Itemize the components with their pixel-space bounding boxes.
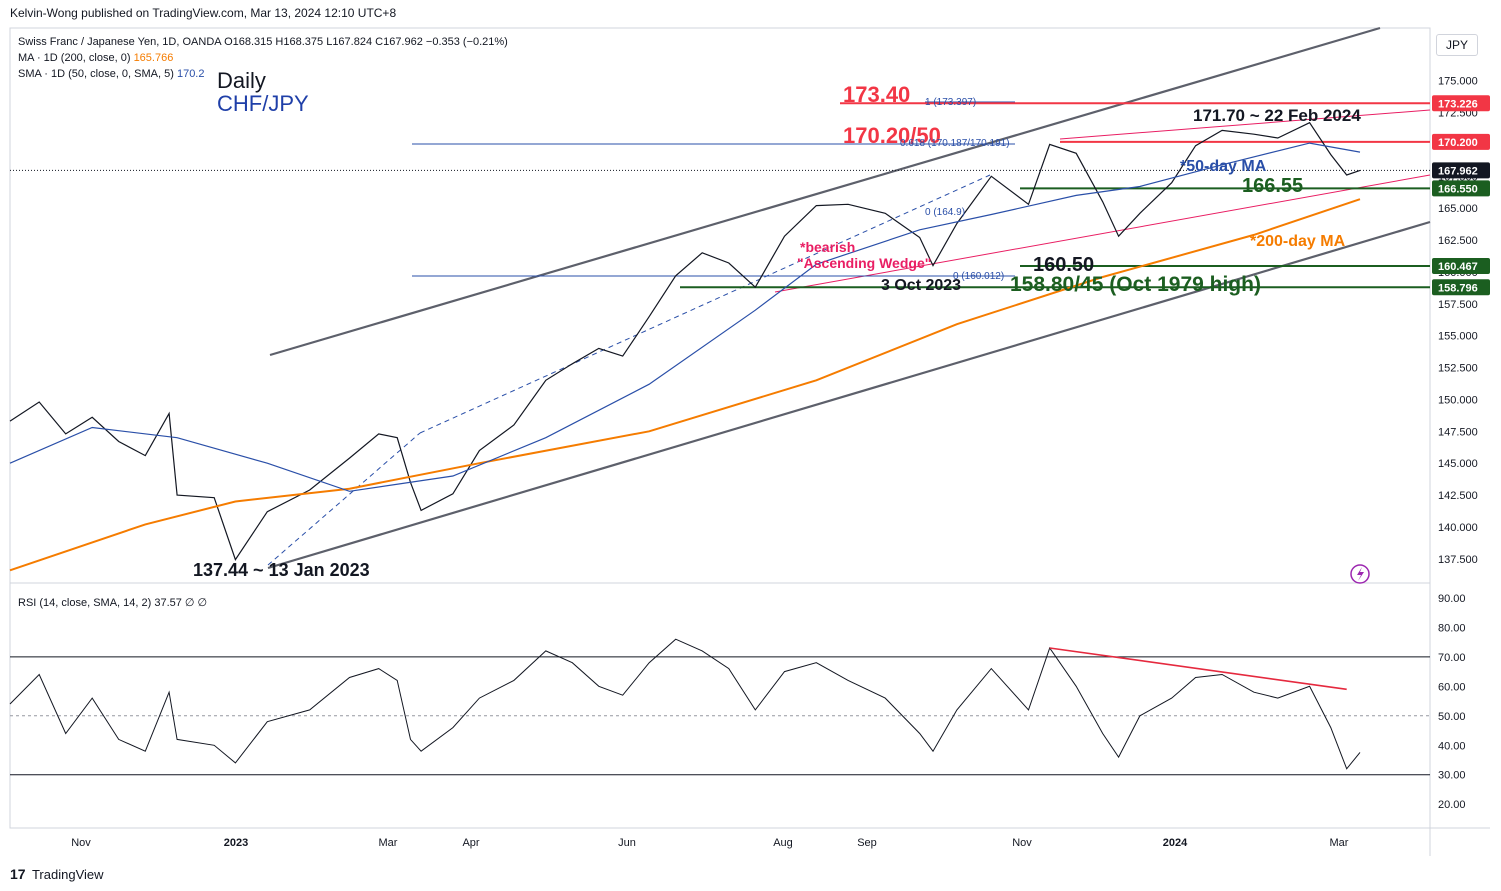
time-tick-aug-5: Aug [773, 837, 793, 849]
annotation-173-40: 173.40 [843, 82, 910, 107]
rsi-tick-30-00: 30.00 [1438, 770, 1466, 782]
alert-icon[interactable] [1350, 564, 1370, 584]
time-axis[interactable]: Nov 2023 Mar Apr Jun Aug Sep Nov 2024 Mar [71, 837, 1349, 849]
rsi-tick-20-00: 20.00 [1438, 799, 1466, 811]
price-tag-160-467[interactable] [1432, 257, 1490, 274]
time-tick-sep-6: Sep [857, 837, 877, 849]
wedge-upper-line[interactable] [1059, 109, 1431, 140]
annotation-bearish: *bearish [800, 239, 855, 255]
lower-channel-line[interactable] [267, 220, 1431, 570]
time-tick-jun-4: Jun [618, 837, 636, 849]
publisher-credit: Kelvin-Wong published on TradingView.com… [10, 6, 397, 20]
tradingview-logo-icon: 17 [10, 866, 26, 882]
annotation-160-50: 160.50 [1033, 254, 1094, 276]
time-tick-2024-8: 2024 [1163, 837, 1188, 849]
annotation-ascending-wedge: "Ascending Wedge" [797, 255, 931, 271]
sma50-legend[interactable]: SMA · 1D (50, close, 0, SMA, 5) 170.2 [18, 68, 204, 80]
rsi-tick-80-00: 80.00 [1438, 622, 1466, 634]
annotation-3-oct-2023: 3 Oct 2023 [881, 277, 961, 294]
price-tag-167-962[interactable] [1432, 162, 1490, 179]
price-tick-140-000: 140.000 [1438, 522, 1478, 534]
annotation-50-day-ma: *50-day MA [1180, 158, 1267, 175]
price-tag-label-158-796: 158.796 [1438, 282, 1478, 294]
rsi-tick-90-00: 90.00 [1438, 593, 1466, 605]
price-tag-label-167-962: 167.962 [1438, 165, 1478, 177]
rsi-tick-60-00: 60.00 [1438, 681, 1466, 693]
rsi-tick-40-00: 40.00 [1438, 740, 1466, 752]
rsi-line [9, 638, 1361, 770]
annotation-137-44-13-jan-2023: 137.44 ~ 13 Jan 2023 [193, 560, 370, 580]
fib-dashed-line-1[interactable] [267, 432, 421, 566]
rsi-trend-line [1049, 647, 1347, 691]
price-tick-145-000: 145.000 [1438, 458, 1478, 470]
sma50-label: SMA · 1D (50, close, 0, SMA, 5) [18, 68, 174, 80]
price-tick-162-500: 162.500 [1438, 235, 1478, 247]
time-tick-apr-3: Apr [462, 837, 479, 849]
time-tick-2023-1: 2023 [224, 837, 248, 849]
instrument-legend[interactable]: Swiss Franc / Japanese Yen, 1D, OANDA O1… [18, 36, 508, 48]
fib-label-3: 0 (160.012) [953, 271, 1004, 282]
timeframe-title: Daily [217, 68, 266, 93]
tradingview-footer[interactable]: 17 TradingView [10, 866, 104, 882]
annotation-200-day-ma: *200-day MA [1250, 233, 1346, 250]
rsi-pane-border [9, 582, 1431, 829]
tradingview-brand: TradingView [31, 867, 104, 882]
price-tick-175-000: 175.000 [1438, 76, 1478, 88]
fib-label-2: 0 (164.9) [925, 207, 965, 218]
price-tag-158-796[interactable] [1432, 279, 1490, 296]
time-tick-mar-2: Mar [379, 837, 398, 849]
price-tick-137-500: 137.500 [1438, 554, 1478, 566]
upper-channel-line[interactable] [269, 26, 1381, 357]
pair-title: CHF/JPY [217, 91, 309, 116]
price-tick-165-000: 165.000 [1438, 203, 1478, 215]
price-tag-label-170-200: 170.200 [1438, 137, 1478, 149]
time-tick-nov-0: Nov [71, 837, 91, 849]
chf-jpy-close-line [9, 121, 1361, 561]
annotation-166-55: 166.55 [1242, 175, 1303, 197]
fib-label-1: 0.618 (170.187/170.191) [900, 138, 1010, 149]
price-tick-150-000: 150.000 [1438, 394, 1478, 406]
fib-dashed-line-2[interactable] [419, 174, 991, 434]
time-tick-mar-9: Mar [1330, 837, 1349, 849]
price-tick-142-500: 142.500 [1438, 490, 1478, 502]
price-tag-166-550[interactable] [1432, 180, 1490, 197]
ohlc-values: O168.315 H168.375 L167.824 C167.962 −0.3… [224, 36, 508, 48]
instrument-name: Swiss Franc / Japanese Yen, 1D, OANDA [18, 36, 221, 48]
currency-button[interactable]: JPY [1436, 34, 1478, 56]
series-layer [9, 121, 1430, 776]
rsi-legend[interactable]: RSI (14, close, SMA, 14, 2) 37.57 ∅ ∅ [18, 597, 208, 609]
ma200-value: 165.766 [133, 52, 174, 64]
annotation-170-20-50: 170.20/50 [843, 123, 941, 148]
ma200-legend[interactable]: MA · 1D (200, close, 0) 165.766 [18, 52, 173, 64]
200-day-ma-line [9, 198, 1361, 572]
wedge-lower-line[interactable] [774, 174, 1431, 293]
rsi-tick-50-00: 50.00 [1438, 711, 1466, 723]
price-tag-170-200[interactable] [1432, 133, 1490, 150]
ma200-label: MA · 1D (200, close, 0) [18, 52, 131, 64]
sma50-value: 170.2 [176, 68, 205, 80]
rsi-tick-70-00: 70.00 [1438, 652, 1466, 664]
annotation-layer: 173.40 170.20/50 171.70 ~ 22 Feb 2024 *50-d… [193, 82, 1361, 580]
50-day-ma-line [9, 142, 1361, 492]
price-tag-label-166-550: 166.550 [1438, 183, 1478, 195]
price-tag-label-173-226: 173.226 [1438, 98, 1478, 110]
price-tick-152-500: 152.500 [1438, 363, 1478, 375]
price-tag-label-160-467: 160.467 [1438, 261, 1478, 273]
drawing-layer[interactable] [10, 26, 1431, 570]
price-tick-147-500: 147.500 [1438, 426, 1478, 438]
annotation-171-70-22-feb-2024: 171.70 ~ 22 Feb 2024 [1193, 106, 1361, 125]
time-tick-nov-7: Nov [1012, 837, 1032, 849]
annotation-158-80-45-oct-1979-high: 158.80/45 (Oct 1979 high) [1010, 273, 1261, 296]
fib-label-0: 1 (173.397) [925, 97, 976, 108]
price-tag-173-226[interactable] [1432, 95, 1490, 112]
price-tick-157-500: 157.500 [1438, 299, 1478, 311]
price-tick-155-000: 155.000 [1438, 331, 1478, 343]
price-axis[interactable]: 175.000172.500170.000167.500165.000162.5… [1432, 76, 1490, 812]
